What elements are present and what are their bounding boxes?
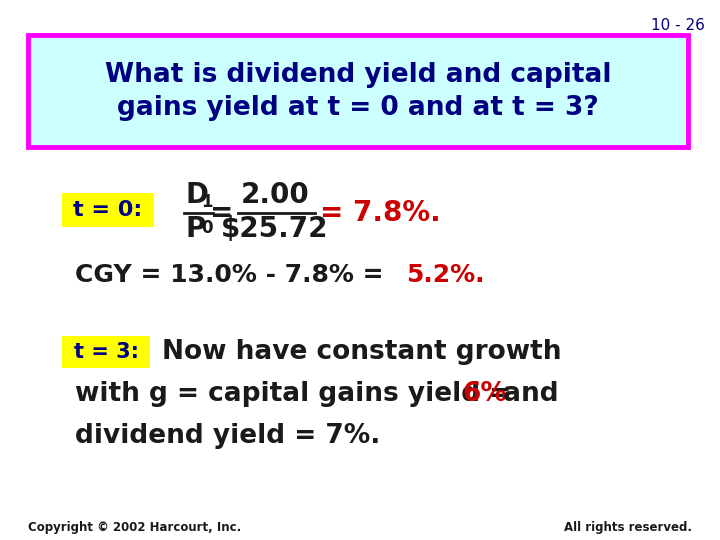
Text: dividend yield = 7%.: dividend yield = 7%. xyxy=(75,423,380,449)
Text: 0: 0 xyxy=(201,219,212,237)
Text: D: D xyxy=(185,181,208,209)
Text: Now have constant growth: Now have constant growth xyxy=(162,339,562,365)
Text: Copyright © 2002 Harcourt, Inc.: Copyright © 2002 Harcourt, Inc. xyxy=(28,522,241,535)
Text: CGY = 13.0% - 7.8% =: CGY = 13.0% - 7.8% = xyxy=(75,263,392,287)
Text: 5.2%.: 5.2%. xyxy=(406,263,485,287)
Text: gains yield at t = 0 and at t = 3?: gains yield at t = 0 and at t = 3? xyxy=(117,95,599,121)
Text: What is dividend yield and capital: What is dividend yield and capital xyxy=(104,62,611,88)
Text: 6%: 6% xyxy=(462,381,507,407)
Text: =: = xyxy=(210,199,234,227)
Text: 2.00: 2.00 xyxy=(240,181,310,209)
Text: $25.72: $25.72 xyxy=(221,215,329,243)
Text: P: P xyxy=(185,215,205,243)
Text: and: and xyxy=(494,381,559,407)
Text: 1: 1 xyxy=(201,193,212,211)
Text: t = 3:: t = 3: xyxy=(73,342,138,362)
Bar xyxy=(62,336,150,368)
Text: t = 0:: t = 0: xyxy=(73,200,143,220)
Bar xyxy=(62,193,154,227)
Text: All rights reserved.: All rights reserved. xyxy=(564,522,692,535)
Text: = 7.8%.: = 7.8%. xyxy=(320,199,441,227)
FancyBboxPatch shape xyxy=(28,35,688,147)
Text: 10 - 26: 10 - 26 xyxy=(651,18,705,33)
Text: with g = capital gains yield =: with g = capital gains yield = xyxy=(75,381,521,407)
